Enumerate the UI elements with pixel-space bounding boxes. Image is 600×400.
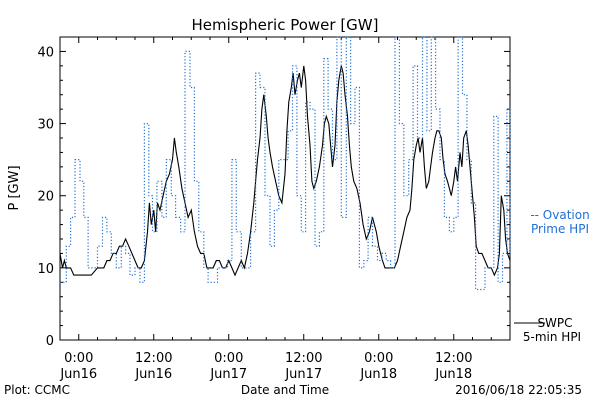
y-axis: 0 10 20 30 40 bbox=[37, 45, 510, 349]
x-tick-label-date-3: Jun17 bbox=[284, 367, 322, 382]
x-tick-label-time-1: 12:00 bbox=[135, 351, 172, 366]
series-ovation-line bbox=[60, 36, 511, 291]
y-tick-label-2: 20 bbox=[37, 190, 54, 205]
x-tick-label-time-5: 12:00 bbox=[435, 351, 472, 366]
footer-credit: Plot: CCMC bbox=[4, 383, 70, 397]
y-tick-label-0: 0 bbox=[46, 334, 54, 349]
x-axis-label: Date and Time bbox=[241, 383, 329, 397]
chart-title: Hemispheric Power [GW] bbox=[192, 16, 379, 34]
x-tick-label-date-0: Jun16 bbox=[59, 367, 97, 382]
footer-timestamp: 2016/06/18 22:05:35 bbox=[455, 383, 582, 397]
x-tick-label-date-2: Jun17 bbox=[209, 367, 247, 382]
x-tick-label-date-5: Jun18 bbox=[434, 367, 472, 382]
x-tick-label-date-4: Jun18 bbox=[359, 367, 397, 382]
x-tick-label-time-2: 0:00 bbox=[214, 351, 243, 366]
x-tick-label-time-4: 0:00 bbox=[364, 351, 393, 366]
legend-ovation-line2: Prime HPI bbox=[531, 222, 589, 236]
plot-frame bbox=[59, 36, 511, 341]
legend-swpc-line2: 5-min HPI bbox=[523, 330, 581, 344]
y-tick-label-3: 30 bbox=[37, 118, 54, 133]
legend-swpc-line1: SWPC bbox=[537, 316, 572, 330]
y-axis-label: P [GW] bbox=[7, 165, 22, 210]
y-tick-label-1: 10 bbox=[37, 262, 54, 277]
legend: -- Ovation Prime HPI SWPC 5-min HPI bbox=[514, 208, 590, 344]
series-swpc-line bbox=[59, 65, 511, 277]
x-tick-label-date-1: Jun16 bbox=[134, 367, 172, 382]
x-axis: 0:00Jun1612:00Jun160:00Jun1712:00Jun170:… bbox=[59, 37, 511, 382]
legend-ovation-line1: -- Ovation bbox=[530, 208, 589, 222]
series-layer bbox=[59, 36, 511, 291]
y-tick-label-4: 40 bbox=[37, 45, 54, 60]
x-tick-label-time-3: 12:00 bbox=[285, 351, 322, 366]
x-tick-label-time-0: 0:00 bbox=[64, 351, 93, 366]
